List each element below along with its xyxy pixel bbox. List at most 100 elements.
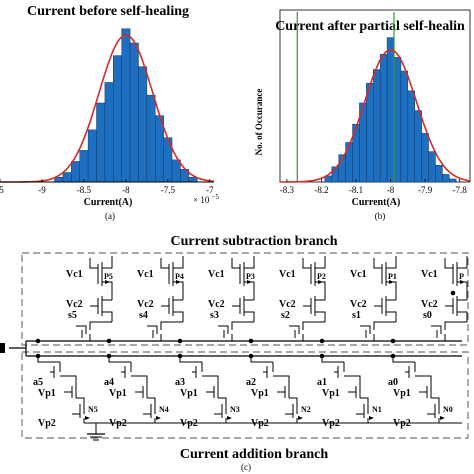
panel-b-bar bbox=[400, 70, 409, 183]
vc1-label: Vc1 bbox=[66, 269, 83, 280]
nmos-label: N0 bbox=[443, 405, 453, 414]
pmos-label: P4 bbox=[175, 272, 184, 281]
panel-a-tick-label: -9 bbox=[38, 185, 46, 195]
panel-a-bar bbox=[96, 102, 106, 183]
panel-b-bar bbox=[379, 54, 388, 183]
panel-b-tick-label: -8.2 bbox=[314, 185, 328, 195]
panel-b-title: Current after partial self-healin bbox=[275, 19, 465, 34]
transistor-arrow-icon bbox=[460, 280, 465, 284]
panel-a-bar bbox=[87, 129, 97, 183]
panel-b-tick-label: -8 bbox=[387, 185, 395, 195]
panel-a-title: Current before self-healing bbox=[27, 4, 189, 19]
vc2-label: Vc2 bbox=[279, 299, 296, 310]
addition-branch-title: Current addition branch bbox=[180, 447, 329, 462]
vp1-label: Vp1 bbox=[109, 388, 127, 399]
nmos-label: N5 bbox=[88, 405, 98, 414]
pmos-label: P bbox=[459, 272, 464, 281]
s-label: s3 bbox=[210, 310, 219, 321]
panel-a-tick-label: -5 bbox=[0, 185, 4, 195]
panel-a-label: (a) bbox=[105, 211, 115, 221]
node-dot bbox=[106, 338, 112, 344]
node-dot bbox=[248, 338, 254, 344]
transistor-arrow-icon bbox=[156, 416, 161, 420]
transistor-arrow-icon bbox=[369, 416, 374, 420]
transistor-arrow-icon bbox=[389, 280, 394, 284]
panel-a-bars bbox=[54, 28, 198, 183]
a-label: a5 bbox=[33, 377, 43, 388]
vp1-label: Vp1 bbox=[393, 388, 411, 399]
panel-a-bar bbox=[104, 82, 114, 183]
a-label: a4 bbox=[104, 377, 114, 388]
vc2-label: Vc2 bbox=[421, 299, 438, 310]
transistor-arrow-icon bbox=[176, 280, 181, 284]
vp1-label: Vp1 bbox=[251, 388, 269, 399]
nmos-label: N2 bbox=[301, 405, 311, 414]
s-label: s1 bbox=[352, 310, 361, 321]
panel-b-tick-label: -7.8 bbox=[453, 185, 468, 195]
panel-b-fit-curve bbox=[280, 48, 471, 183]
vp1-label: Vp1 bbox=[322, 388, 340, 399]
circuit-diagram: Current subtraction branch Vc1 P5Vc2s5Vc1… bbox=[0, 234, 469, 472]
transistor-arrow-icon bbox=[227, 416, 232, 420]
nmos-label: N1 bbox=[372, 405, 382, 414]
vp1-label: Vp1 bbox=[180, 388, 198, 399]
node-dot bbox=[390, 338, 396, 344]
panel-b-bar bbox=[435, 165, 443, 183]
vc1-label: Vc1 bbox=[279, 269, 296, 280]
panel-b-bar bbox=[345, 142, 353, 183]
panel-a-bar bbox=[62, 172, 72, 183]
node-dot bbox=[450, 290, 456, 296]
s-label: s4 bbox=[139, 310, 148, 321]
panel-b-bar bbox=[373, 69, 381, 183]
panel-b-xlabel: Current(A) bbox=[352, 197, 401, 208]
pmos-label: P3 bbox=[246, 272, 255, 281]
panel-b-tick-label: -8.3 bbox=[280, 185, 295, 195]
node-dot bbox=[35, 338, 41, 344]
vc2-label: Vc2 bbox=[137, 299, 154, 310]
panel-b-bar bbox=[449, 178, 457, 183]
panel-a-bar bbox=[121, 28, 131, 183]
transistor-arrow-icon bbox=[247, 280, 252, 284]
vc1-label: Vc1 bbox=[350, 269, 367, 280]
panel-b-markers bbox=[296, 12, 395, 182]
panel-b-tick-label: -8.1 bbox=[349, 185, 363, 195]
s-label: s0 bbox=[423, 310, 432, 321]
panel-b-ticks: -8.3 -8.2 -8.1 -8 -7.9 -7.8 bbox=[280, 179, 467, 195]
panel-a-bar bbox=[138, 66, 148, 183]
panel-b-bar bbox=[386, 37, 395, 183]
panel-b-bar bbox=[421, 133, 429, 183]
panel-b-bar bbox=[393, 57, 402, 183]
panel-a-bar bbox=[188, 177, 198, 183]
pmos-label: P1 bbox=[388, 272, 397, 281]
panel-a-bar bbox=[146, 94, 156, 183]
vc2-label: Vc2 bbox=[66, 299, 83, 310]
panel-a-bar bbox=[79, 150, 89, 183]
vp1-label: Vp1 bbox=[38, 388, 56, 399]
panel-c-label: (c) bbox=[241, 462, 251, 472]
s-label: s2 bbox=[281, 310, 290, 321]
vp2-label: Vp2 bbox=[38, 418, 56, 429]
pmos-label: P5 bbox=[104, 272, 113, 281]
a-label: a3 bbox=[175, 377, 185, 388]
transistor-arrow-icon bbox=[318, 280, 323, 284]
panel-a-exponent-power: −5 bbox=[212, 193, 220, 201]
panel-a-tick-label: -7.5 bbox=[161, 185, 176, 195]
a-label: a0 bbox=[388, 377, 398, 388]
panel-a-exponent-base: × 10 bbox=[193, 195, 210, 205]
panel-b-bar bbox=[366, 82, 374, 183]
s-label: s5 bbox=[68, 310, 77, 321]
panel-a-histogram: Current before self-healing -5 -9 -8.5 -8 -7… bbox=[0, 4, 220, 221]
vc2-label: Vc2 bbox=[350, 299, 367, 310]
panel-a-tick-label: -8 bbox=[122, 185, 130, 195]
pmos-label: P2 bbox=[317, 272, 326, 281]
